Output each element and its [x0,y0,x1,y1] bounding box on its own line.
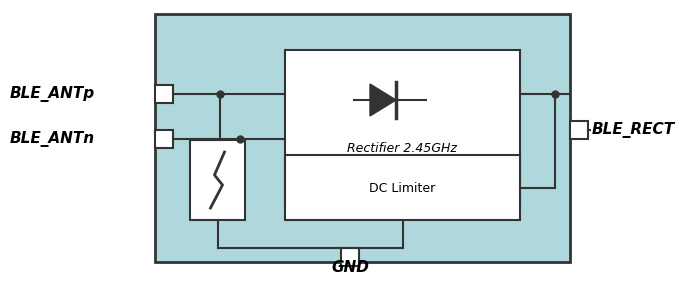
Bar [155,85,173,103]
Text: BLE_ANTp: BLE_ANTp [10,86,95,102]
Text: Rectifier 2.45GHz: Rectifier 2.45GHz [347,142,457,155]
Bar [341,248,359,266]
Text: GND: GND [331,260,369,275]
Bar [155,14,570,262]
Bar [285,50,520,205]
Bar [190,140,245,220]
Text: BLE_RECT: BLE_RECT [592,122,675,138]
Bar [570,121,588,139]
Polygon shape [370,84,396,116]
Text: BLE_ANTn: BLE_ANTn [10,131,95,147]
Text: DC Limiter: DC Limiter [369,182,435,194]
Bar [155,130,173,148]
Bar [285,155,520,220]
